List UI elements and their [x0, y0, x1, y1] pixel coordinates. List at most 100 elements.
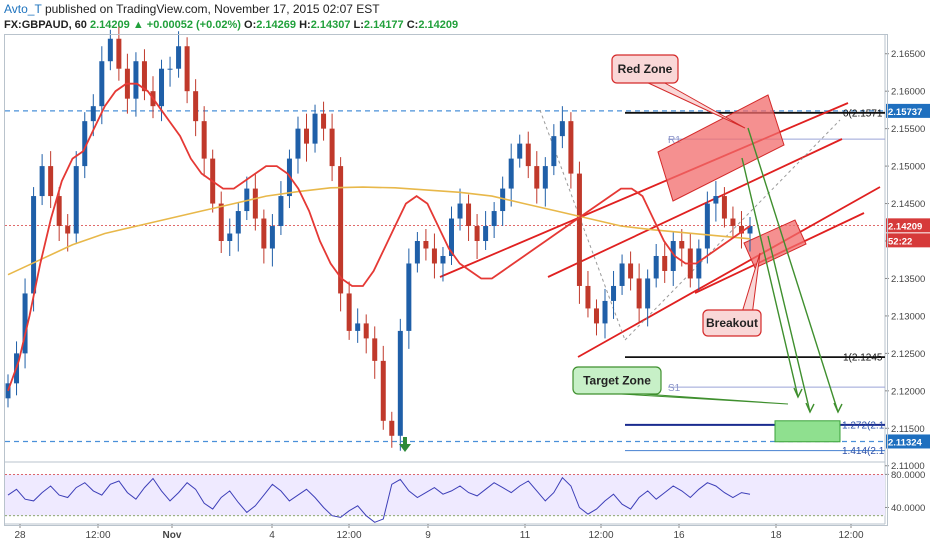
x-tick-label: 4 — [269, 530, 275, 541]
candle-body — [107, 38, 113, 62]
y-tick-label: 2.13500 — [891, 274, 925, 285]
candle-body — [31, 196, 37, 294]
ohlc-line: FX:GBPAUD, 60 2.14209 ▲ +0.00052 (+0.02%… — [4, 19, 458, 31]
rsi-line — [7, 476, 751, 523]
candle-body — [346, 293, 352, 331]
candle-body — [397, 330, 403, 436]
y-tick-label: 2.11500 — [891, 424, 925, 435]
candle-body — [372, 338, 378, 361]
target-zone — [774, 420, 841, 443]
candle-body — [5, 383, 11, 399]
symbol-label[interactable]: FX:GBPAUD, 60 — [4, 19, 87, 31]
candle-body — [611, 285, 617, 301]
candle-body — [329, 128, 335, 167]
x-tick-label: 12:00 — [588, 530, 613, 541]
fib-level-label: S1 — [668, 383, 681, 394]
channel-line — [577, 186, 881, 358]
arrow-head — [805, 402, 815, 414]
candle-body — [500, 188, 506, 212]
candle-body — [338, 166, 344, 294]
candle-body — [713, 196, 719, 204]
up-arrow-icon: ▲ — [132, 19, 144, 31]
candle-body — [141, 61, 147, 92]
breakout-callout-box — [702, 309, 762, 337]
candle-body — [525, 143, 531, 167]
candle-body — [483, 226, 489, 242]
candle-body — [184, 46, 190, 92]
candle-body — [721, 196, 727, 219]
candle-body — [176, 46, 182, 69]
candle-body — [559, 121, 565, 137]
candle-body — [363, 323, 369, 339]
x-tick-label: 12:00 — [336, 530, 361, 541]
candle-body — [380, 360, 386, 421]
candle-body — [218, 203, 224, 242]
projection-arrow — [767, 235, 811, 413]
arrow-head — [793, 387, 803, 399]
candle-body — [355, 323, 361, 331]
candle-body — [201, 121, 207, 159]
red-zone-callout-box — [611, 54, 679, 84]
candle-body — [406, 263, 412, 331]
open-value: 2.14269 — [256, 19, 297, 31]
candle-body — [466, 203, 472, 227]
candle-body — [730, 218, 736, 227]
target-zone-callout-pointer — [621, 393, 789, 405]
candle-body — [99, 61, 105, 107]
candle-body — [534, 166, 540, 189]
close-label: C: — [406, 19, 419, 31]
red-zone — [657, 94, 785, 202]
y-tick-label: 2.12000 — [891, 386, 925, 397]
countdown-tag-bg — [886, 233, 930, 248]
last-price-tag-text: 2.14209 — [888, 221, 922, 232]
ma-fast-line — [7, 82, 751, 392]
ma-slow-line — [7, 186, 751, 276]
candle-body — [56, 196, 62, 227]
publish-line: Avto_T published on TradingView.com, Nov… — [4, 2, 380, 16]
candle-body — [269, 226, 275, 249]
close-value: 2.14209 — [418, 19, 459, 31]
fib-level-label: 1(2.1245 — [843, 353, 883, 364]
candle-body — [448, 218, 454, 256]
candle-body — [602, 300, 608, 324]
lower-level-tag-text: 2.11324 — [888, 437, 923, 448]
target-zone-callout-label: Target Zone — [583, 374, 651, 388]
last-price: 2.14209 — [89, 19, 130, 31]
y-tick-label: 2.14500 — [891, 199, 925, 210]
candle-body — [551, 136, 557, 167]
candle-body — [423, 241, 429, 249]
x-tick-label: 9 — [425, 530, 431, 541]
candle-body — [440, 255, 446, 264]
candle-body — [636, 278, 642, 309]
upper-level-tag-bg — [886, 103, 930, 118]
channel-line — [547, 138, 843, 278]
x-tick-label: 12:00 — [85, 530, 110, 541]
candle-body — [389, 420, 395, 436]
candle-body — [619, 263, 625, 286]
candle-body — [696, 248, 702, 279]
high-value: 2.14307 — [310, 19, 351, 31]
candle-body — [491, 211, 497, 227]
candle-body — [159, 68, 165, 107]
candle-body — [568, 121, 574, 174]
breakout-zone — [743, 219, 807, 269]
rsi-band — [5, 474, 885, 516]
rsi-tick-label: 80.0000 — [891, 470, 925, 481]
candle-body — [517, 143, 523, 159]
candle-body — [585, 285, 591, 309]
x-tick-label: 18 — [770, 530, 782, 541]
publish-info: published on TradingView.com, November 1… — [44, 2, 380, 16]
candle-body — [662, 255, 668, 271]
candle-body — [593, 308, 599, 324]
y-tick-label: 2.16000 — [891, 87, 925, 98]
x-tick-label: Nov — [163, 530, 182, 541]
low-label: L: — [353, 19, 364, 31]
candle-body — [39, 166, 45, 197]
upper-level-tag-text: 2.15737 — [888, 107, 922, 118]
candle-body — [431, 248, 437, 264]
author-link[interactable]: Avto_T — [4, 2, 42, 16]
candle-body — [252, 188, 258, 219]
candle-body — [542, 166, 548, 189]
candle-body — [474, 226, 480, 242]
